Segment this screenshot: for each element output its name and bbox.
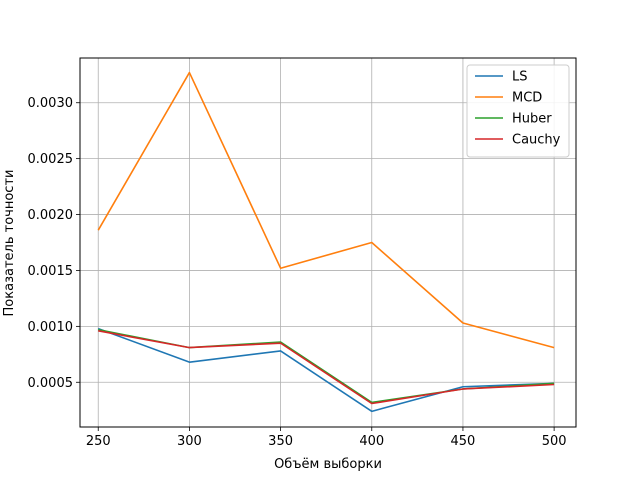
x-axis: 250 300 350 400 450 500	[86, 427, 567, 449]
y-tick-label: 0.0020	[28, 208, 74, 223]
legend-label-ls: LS	[512, 70, 528, 85]
x-tick-label: 500	[542, 434, 567, 449]
x-tick-label: 350	[268, 434, 293, 449]
x-tick-label: 450	[451, 434, 476, 449]
y-tick-label: 0.0015	[28, 264, 74, 279]
y-tick-label: 0.0025	[28, 152, 74, 167]
legend-box	[466, 64, 570, 158]
x-tick-label: 400	[359, 434, 384, 449]
y-axis-label: Показатель точности	[2, 170, 17, 317]
legend-label-huber: Huber	[512, 112, 552, 127]
legend-label-cauchy: Cauchy	[512, 133, 561, 148]
x-tick-label: 250	[86, 434, 111, 449]
series-lines	[97, 71, 555, 413]
y-tick-label: 0.0030	[28, 96, 74, 111]
series-line-cauchy	[98, 330, 555, 405]
series-line-mcd	[97, 71, 555, 349]
y-tick-label: 0.0005	[28, 376, 74, 391]
x-axis-label: Объём выборки	[274, 457, 382, 472]
legend-label-mcd: MCD	[512, 91, 542, 106]
x-tick-label: 300	[177, 434, 202, 449]
legend: LS MCD Huber Cauchy	[466, 64, 570, 158]
plot-frame	[79, 57, 577, 428]
series-line-ls	[97, 327, 555, 413]
y-axis: 0.0005 0.0010 0.0015 0.0020 0.0025 0.0030	[28, 96, 80, 391]
grid	[80, 58, 576, 427]
y-tick-label: 0.0010	[28, 320, 74, 335]
